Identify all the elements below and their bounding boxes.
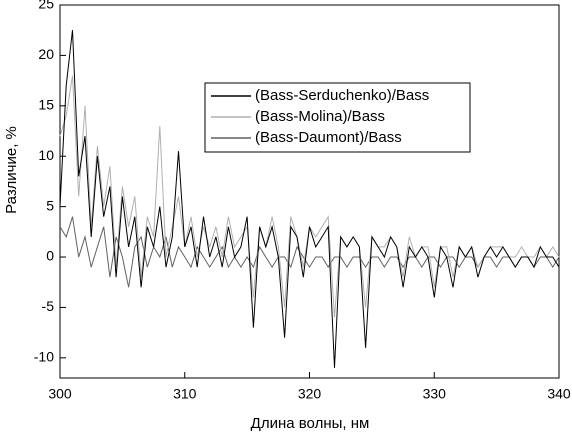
x-tick-label: 310 [173, 386, 197, 402]
series-line [59, 216, 560, 288]
x-axis-label: Длина волны, нм [251, 415, 370, 432]
y-tick-label: 10 [38, 147, 54, 163]
plot-frame [59, 4, 560, 379]
x-tick-label: 340 [547, 386, 571, 402]
legend-label: (Bass-Daumont)/Bass [255, 129, 402, 146]
y-axis-label: Различие, % [3, 126, 20, 214]
y-tick-label: -10 [34, 349, 54, 365]
y-tick-label: 25 [38, 0, 54, 12]
y-tick-label: 0 [46, 248, 54, 264]
legend-label: (Bass-Molina)/Bass [255, 108, 385, 125]
x-tick-label: 320 [298, 386, 322, 402]
legend-label: (Bass-Serduchenko)/Bass [255, 87, 429, 104]
y-tick-label: 20 [38, 46, 54, 62]
series-line [59, 30, 560, 368]
y-tick-label: 15 [38, 97, 54, 113]
x-tick-label: 330 [423, 386, 447, 402]
x-tick-label: 300 [48, 386, 72, 402]
y-tick-label: 5 [46, 197, 54, 213]
y-tick-label: -5 [42, 298, 55, 314]
